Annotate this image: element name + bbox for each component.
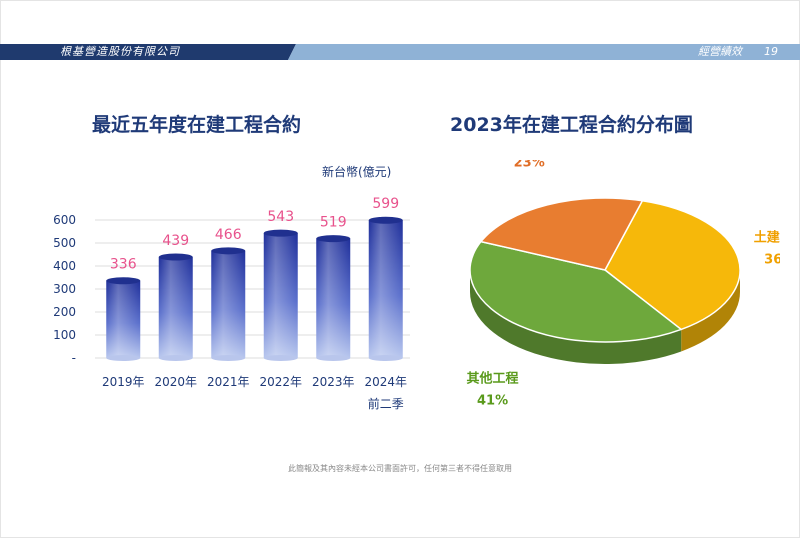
company-name: 根基營造股份有限公司 bbox=[60, 45, 180, 58]
y-tick-label: 300 bbox=[53, 282, 76, 296]
bar-base bbox=[316, 355, 351, 361]
bar-top bbox=[211, 247, 246, 255]
pie-slice-percent: 36% bbox=[764, 252, 780, 267]
pie-slice bbox=[480, 197, 644, 271]
y-tick-label: 100 bbox=[53, 328, 76, 342]
bar-value-label: 543 bbox=[267, 209, 294, 225]
pie-slice-percent: 41% bbox=[477, 393, 508, 408]
bar-base bbox=[263, 355, 298, 361]
bar-top bbox=[158, 253, 193, 261]
bar-value-label: 439 bbox=[162, 233, 189, 249]
pie-slice-label: 土建工程 bbox=[754, 229, 780, 245]
bar-base bbox=[211, 355, 246, 361]
header-bar bbox=[0, 44, 800, 60]
pie-slice-percent: 23% bbox=[514, 160, 545, 171]
bar-highlight bbox=[316, 238, 351, 358]
pie-slice bbox=[604, 200, 741, 331]
bar-base bbox=[368, 355, 403, 361]
y-tick-label: 600 bbox=[53, 213, 76, 227]
bar-value-label: 519 bbox=[320, 215, 347, 231]
bar-top bbox=[316, 235, 351, 243]
x-category-label: 2024年 bbox=[364, 375, 407, 389]
bar-value-label: 599 bbox=[372, 196, 399, 212]
x-category-label: 2021年 bbox=[207, 375, 250, 389]
x-category-label: 2019年 bbox=[102, 375, 145, 389]
page-number: 19 bbox=[764, 45, 778, 58]
bar-highlight bbox=[263, 233, 298, 358]
bar-top bbox=[263, 229, 298, 237]
bar-highlight bbox=[368, 220, 403, 358]
footer-disclaimer: 此簡報及其內容未經本公司書面許可，任何第三者不得任意取用 bbox=[288, 464, 512, 473]
y-tick-label: - bbox=[72, 351, 76, 365]
bar-chart-title: 最近五年度在建工程合約 bbox=[92, 114, 302, 136]
x-category-sublabel: 前二季 bbox=[368, 396, 404, 411]
pie-slice bbox=[469, 240, 682, 343]
bar-base bbox=[106, 355, 141, 361]
x-category-label: 2022年 bbox=[259, 375, 302, 389]
pie-chart-title: 2023年在建工程合約分布圖 bbox=[450, 114, 693, 136]
bar-highlight bbox=[106, 280, 141, 358]
bar-highlight bbox=[158, 257, 193, 358]
pie-slice-side bbox=[470, 270, 682, 365]
x-category-label: 2020年 bbox=[154, 375, 197, 389]
bar-top bbox=[368, 216, 403, 224]
pie-slice-side bbox=[681, 270, 740, 352]
bar-base bbox=[158, 355, 193, 361]
pie-slice-label: 其他工程 bbox=[467, 370, 519, 386]
bar-top bbox=[106, 277, 141, 285]
y-tick-label: 500 bbox=[53, 236, 76, 250]
bar-chart: - 100 200 300 400 500 600 336 2019年 439 2020年 466 20… bbox=[53, 196, 410, 411]
section-title: 經營績效 bbox=[698, 45, 742, 58]
x-category-label: 2023年 bbox=[312, 375, 355, 389]
bar-highlight bbox=[211, 250, 246, 358]
bar-value-label: 466 bbox=[215, 227, 242, 243]
y-tick-label: 400 bbox=[53, 259, 76, 273]
bar-chart-unit-label: 新台幣(億元) bbox=[322, 165, 392, 179]
bar-value-label: 336 bbox=[110, 257, 137, 273]
y-tick-label: 200 bbox=[53, 305, 76, 319]
